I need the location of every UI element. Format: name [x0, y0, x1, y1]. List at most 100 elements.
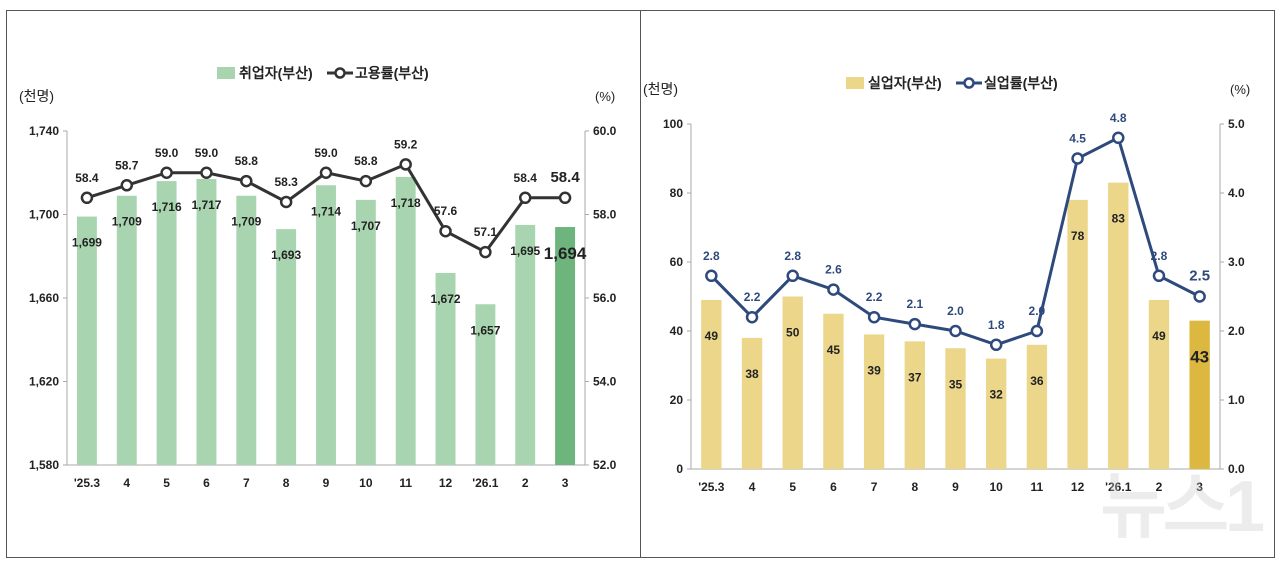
bar	[316, 185, 336, 465]
bar	[741, 337, 763, 469]
line-value-label: 2.8	[784, 249, 801, 263]
bar	[904, 341, 925, 469]
legend-bar-label: 취업자(부산)	[239, 65, 313, 81]
line-point	[439, 224, 452, 238]
line-value-label: 2.8	[1151, 249, 1168, 263]
line-point	[120, 179, 134, 192]
line-point	[745, 310, 759, 324]
watermark-logo: 뉴스1	[1100, 467, 1265, 547]
line-value-label: 59.0	[155, 146, 179, 160]
bar-value-label: 1,717	[191, 198, 221, 212]
bar	[1067, 199, 1088, 469]
x-tick-label: 9	[952, 480, 959, 494]
bar-value-label: 1,657	[470, 323, 500, 337]
line-point	[1030, 324, 1044, 338]
bar-value-label: 45	[827, 343, 841, 357]
bar-value-label: 83	[1112, 212, 1126, 226]
line-point	[989, 338, 1003, 352]
line-point	[279, 195, 293, 209]
line-point	[1152, 269, 1166, 283]
bar-value-label: 36	[1030, 374, 1044, 388]
line-point	[827, 283, 840, 296]
line-point	[558, 191, 572, 205]
y-left-tick-label: 1,580	[29, 458, 59, 472]
y-right-tick-label: 4.0	[1228, 186, 1245, 200]
y-right-axis-title: (%)	[595, 89, 615, 104]
x-tick-label: 12	[1071, 480, 1085, 494]
y-right-tick-label: 0.0	[1228, 462, 1245, 476]
bar	[1148, 299, 1170, 469]
x-tick-label: 9	[323, 476, 330, 490]
unemployment-chart-panel: 실업자(부산) 실업률(부산) (천명) (%) 0 20 40 60 80 100 0.0 1.0 2…	[640, 10, 1275, 558]
line-value-label: 2.0	[947, 304, 964, 318]
line-point	[319, 166, 333, 179]
line-value-label: 59.0	[195, 146, 219, 160]
x-tick-label: 2	[1156, 480, 1163, 494]
line-point	[240, 174, 253, 188]
bar	[475, 304, 496, 465]
x-tick-label: 6	[203, 476, 210, 490]
y-left-tick-label: 0	[676, 462, 683, 476]
line-point	[1071, 152, 1084, 165]
x-tick-label: 4	[123, 476, 130, 490]
y-left-tick-label: 100	[663, 117, 683, 131]
line-value-label: 58.8	[235, 154, 259, 168]
line-point	[200, 166, 213, 179]
bar-value-label: 1,699	[72, 236, 102, 250]
x-tick-label: '26.1	[1105, 480, 1132, 494]
bar-value-label: 1,694	[544, 244, 587, 263]
y-left-tick-label: 60	[670, 255, 684, 269]
bar-value-label: 1,714	[311, 204, 341, 218]
bar	[355, 199, 376, 465]
line-value-label: 4.5	[1069, 132, 1086, 146]
line-point	[786, 269, 799, 283]
y-right-tick-label: 52.0	[593, 458, 617, 472]
line-value-label: 2.2	[744, 290, 761, 304]
y-left-tick-label: 1,660	[29, 291, 59, 305]
line-value-label: 57.1	[474, 225, 498, 239]
bar	[1026, 344, 1048, 469]
x-tick-label: 7	[243, 476, 250, 490]
y-left-tick-label: 40	[670, 324, 684, 338]
y-right-tick-label: 58.0	[593, 208, 617, 222]
line-point	[479, 245, 492, 259]
line-value-label: 2.8	[703, 249, 720, 263]
y-left-tick-label: 1,620	[29, 375, 59, 389]
y-right-tick-label: 56.0	[593, 291, 617, 305]
bar	[782, 296, 803, 469]
y-right-axis-title: (%)	[1230, 82, 1250, 97]
bar	[236, 195, 257, 465]
bar	[863, 334, 885, 469]
line-point	[359, 174, 373, 188]
bar	[1108, 182, 1129, 469]
line-point	[949, 324, 962, 338]
line-value-label: 59.0	[314, 146, 338, 160]
line-value-label: 57.6	[434, 204, 458, 218]
x-tick-label: 4	[749, 480, 756, 494]
bar	[116, 195, 137, 465]
line-value-label: 58.7	[115, 158, 139, 172]
bar-value-label: 37	[908, 370, 922, 384]
bar	[555, 227, 576, 465]
bar-value-label: 78	[1071, 229, 1085, 243]
bar-value-label: 1,693	[271, 248, 301, 262]
bar-value-label: 35	[949, 377, 963, 391]
x-tick-label: 8	[283, 476, 290, 490]
bar-value-label: 38	[745, 367, 759, 381]
unemployment-chart: 실업자(부산) 실업률(부산) (천명) (%) 0 20 40 60 80 100 0.0 1.0 2…	[643, 75, 1250, 494]
y-left-tick-label: 1,700	[29, 208, 59, 222]
line-value-label: 58.8	[354, 154, 378, 168]
employment-chart-panel: 취업자(부산) 고용률(부산) (천명) (%) 1,580 1,620 1,660 1,70…	[6, 10, 641, 558]
line-value-label: 1.8	[988, 318, 1005, 332]
bar-value-label: 49	[705, 329, 719, 343]
legend-bar-swatch	[217, 67, 235, 79]
legend-line-marker	[963, 77, 975, 89]
legend-bar-label: 실업자(부산)	[868, 75, 942, 91]
bar	[76, 216, 97, 465]
bar	[435, 272, 456, 465]
y-right-tick-label: 54.0	[593, 375, 617, 389]
x-tick-label: 11	[399, 476, 412, 490]
bar-value-label: 1,716	[152, 200, 182, 214]
line-value-label: 59.2	[394, 137, 418, 151]
bar-value-label: 1,709	[231, 215, 261, 229]
